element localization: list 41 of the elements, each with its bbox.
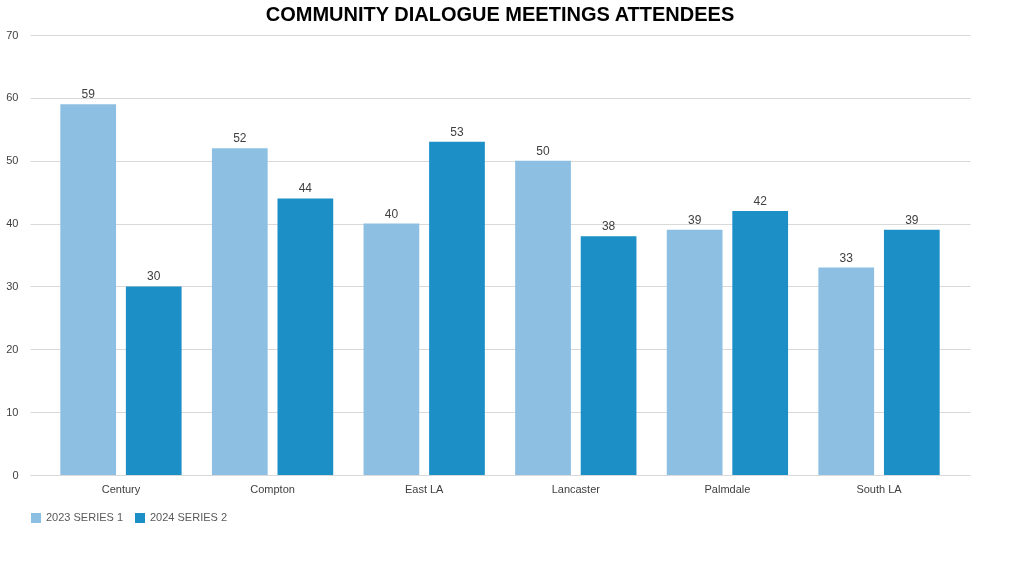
chart-title: COMMUNITY DIALOGUE MEETINGS ATTENDEES [265, 3, 735, 25]
x-tick-label: Lancaster [551, 482, 601, 495]
x-tick-label: Palmdale [704, 482, 751, 495]
bar [515, 160, 571, 475]
data-label: 53 [450, 124, 464, 139]
y-tick-label: 40 [6, 217, 19, 230]
data-label: 42 [753, 194, 768, 208]
bar [60, 104, 117, 475]
data-label: 33 [839, 250, 854, 265]
x-tick-label: South LA [856, 482, 903, 495]
bar [580, 236, 637, 475]
y-tick-label: 60 [6, 91, 19, 104]
data-label: 30 [147, 269, 161, 284]
y-tick-label: 30 [6, 279, 19, 292]
x-tick-label: Compton [250, 482, 295, 495]
bar [211, 148, 268, 475]
data-label: 39 [905, 212, 919, 227]
x-tick-label: East LA [404, 482, 445, 495]
y-tick-label: 20 [6, 342, 19, 355]
bar [363, 223, 420, 475]
bar [277, 198, 334, 475]
bar [666, 229, 723, 475]
y-tick-label: 50 [6, 154, 19, 167]
bar [732, 211, 789, 475]
data-label: 50 [536, 143, 551, 158]
y-tick-label: 10 [6, 405, 19, 418]
y-tick-label: 70 [6, 28, 19, 41]
data-label: 52 [233, 131, 247, 146]
bar [818, 267, 875, 475]
legend-label: 2024 SERIES 2 [150, 511, 228, 523]
legend-label: 2023 SERIES 1 [46, 511, 124, 523]
data-label: 39 [687, 212, 702, 227]
y-tick-label: 0 [12, 468, 19, 481]
data-label: 59 [81, 87, 96, 102]
bar [883, 229, 940, 475]
data-label: 44 [298, 181, 313, 196]
x-tick-label: Century [101, 482, 141, 495]
bar [429, 141, 485, 475]
data-label: 40 [384, 206, 399, 221]
data-label: 38 [601, 219, 616, 234]
bar [125, 286, 182, 475]
